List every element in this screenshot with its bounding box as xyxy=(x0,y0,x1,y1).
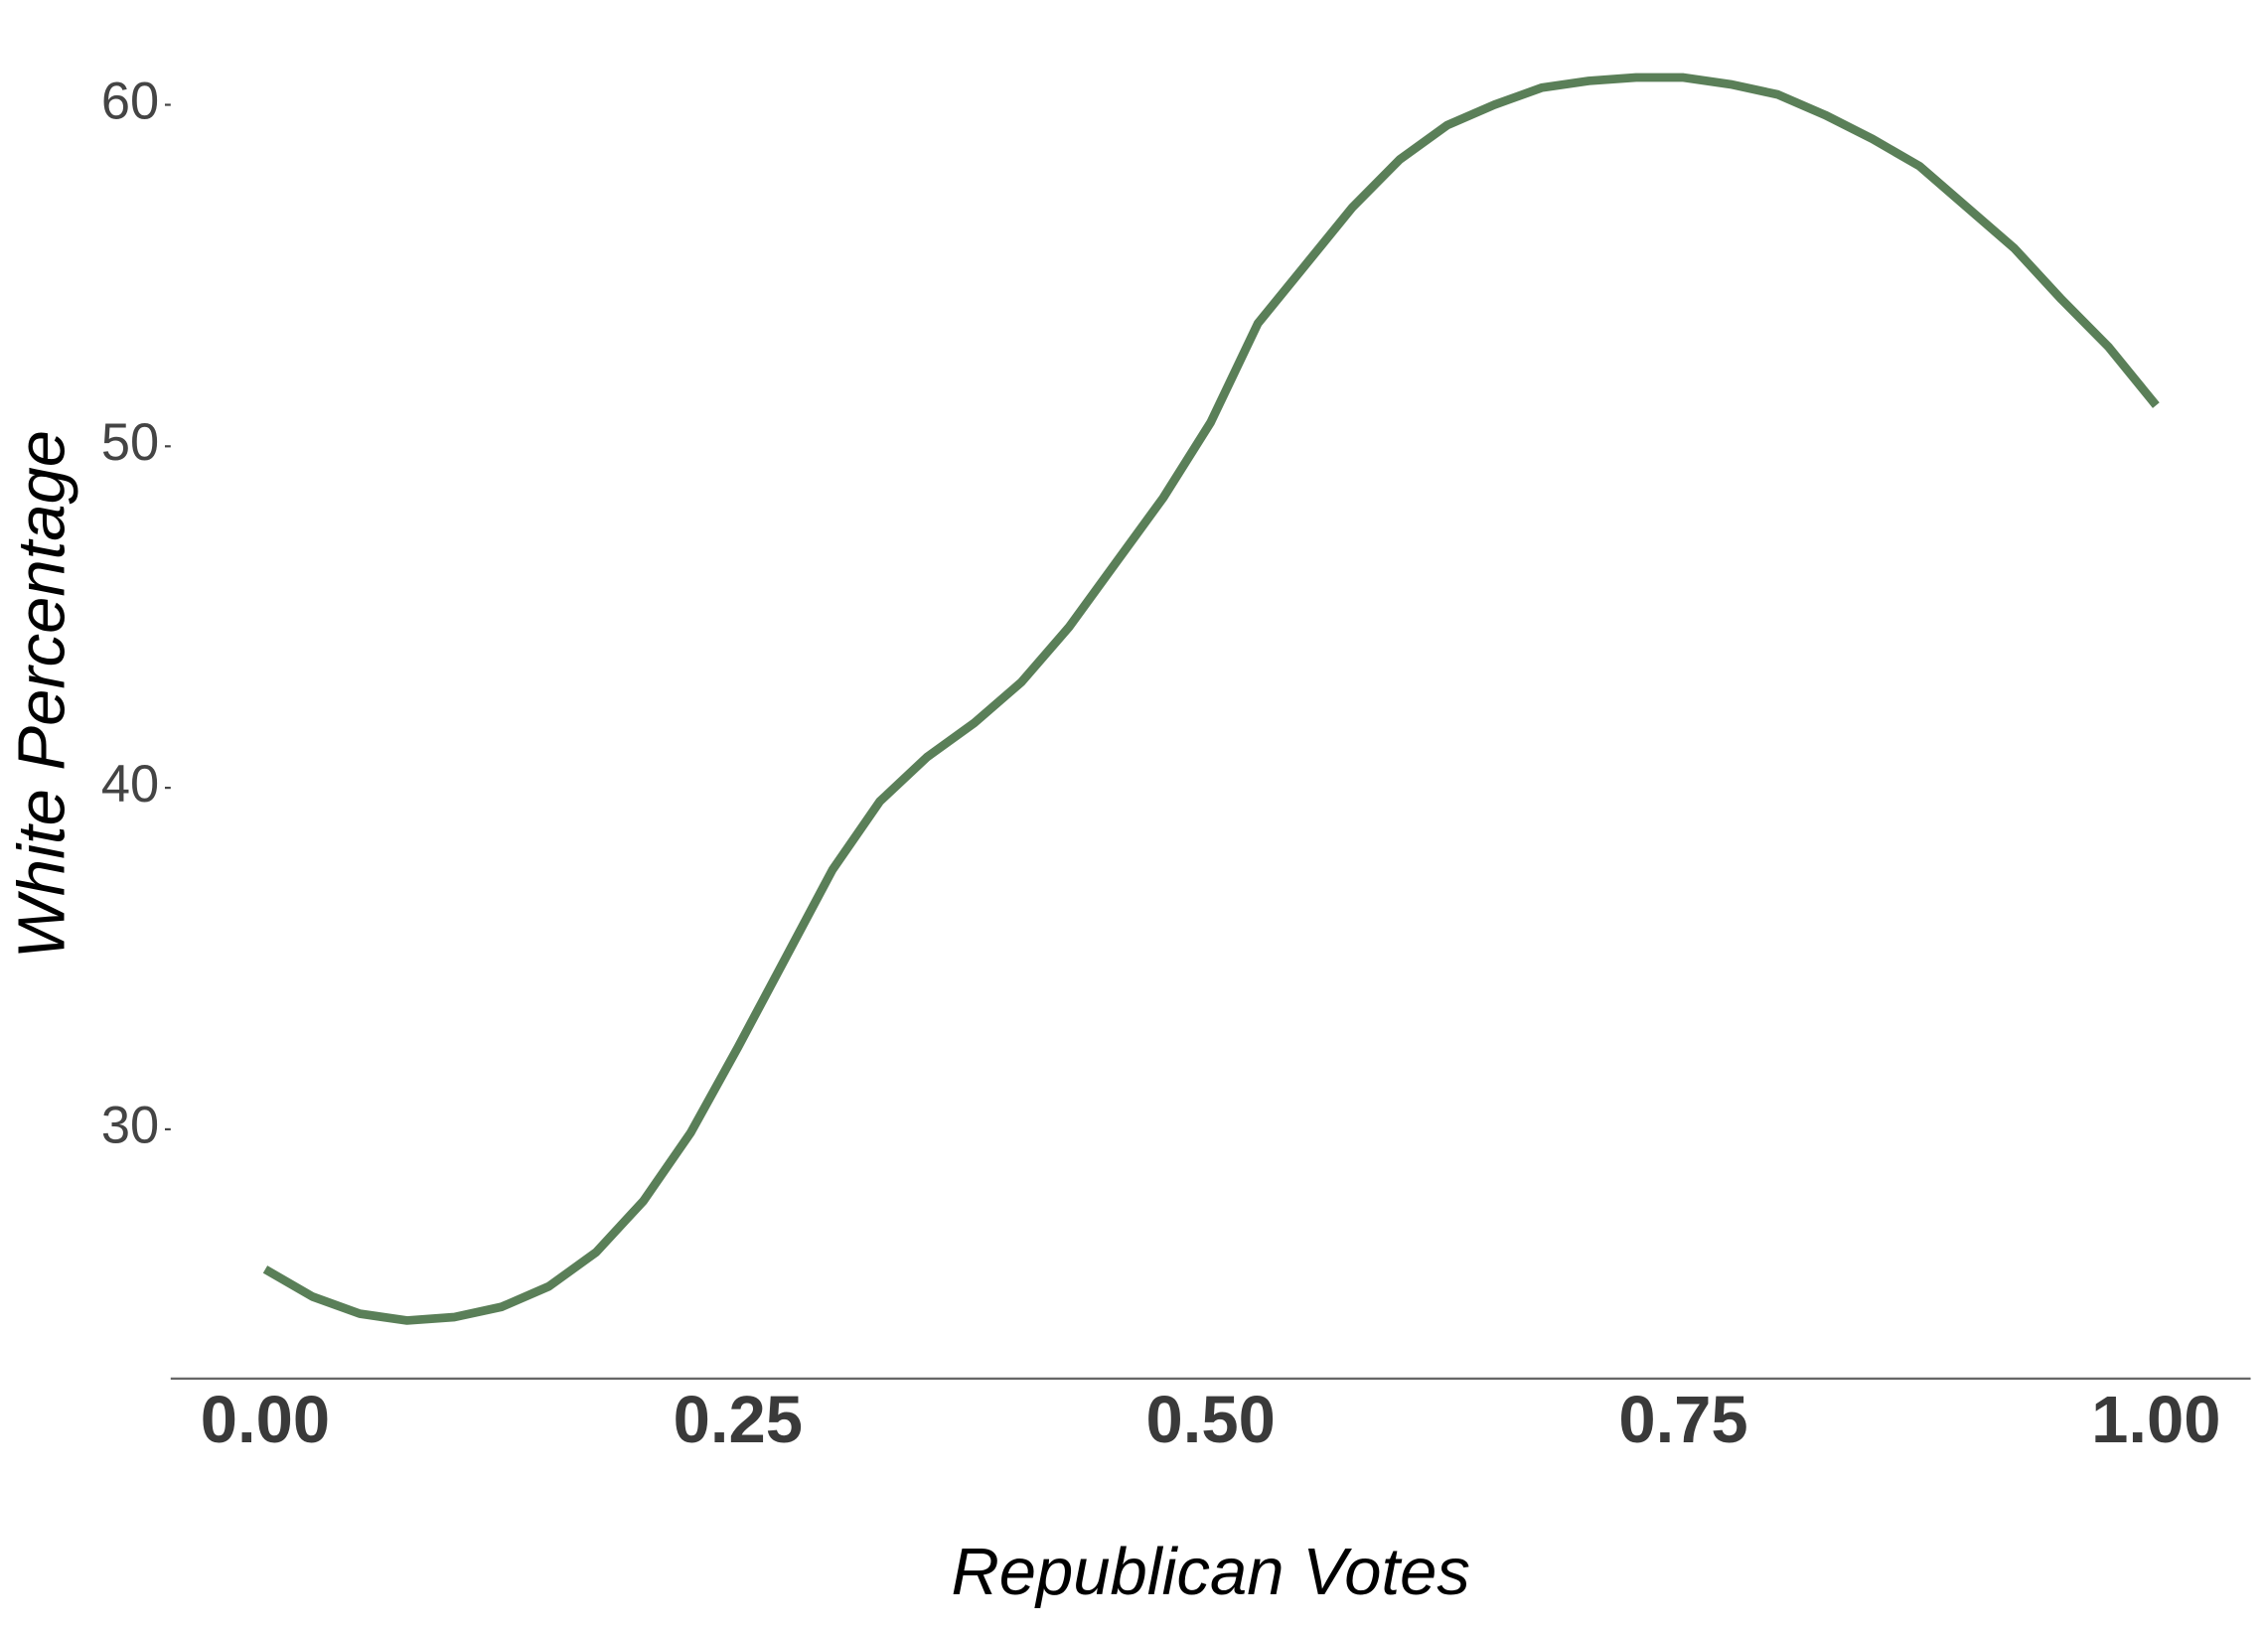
x-tick-label: 0.50 xyxy=(1145,1383,1275,1457)
line xyxy=(262,73,2160,1325)
y-tick-label: 40 xyxy=(101,756,159,814)
x-tick-label: 0.00 xyxy=(201,1383,330,1457)
y-axis-label: White Percentage xyxy=(4,430,78,959)
y-tick-label: 50 xyxy=(101,414,159,472)
x-tick-label: 1.00 xyxy=(2091,1383,2220,1457)
y-tick-label: 30 xyxy=(101,1098,159,1155)
y-tick-label: 60 xyxy=(101,73,159,130)
x-axis-label: Republican Votes xyxy=(951,1535,1469,1609)
x-tick-label: 0.75 xyxy=(1618,1383,1747,1457)
x-tick-label: 0.25 xyxy=(674,1383,803,1457)
